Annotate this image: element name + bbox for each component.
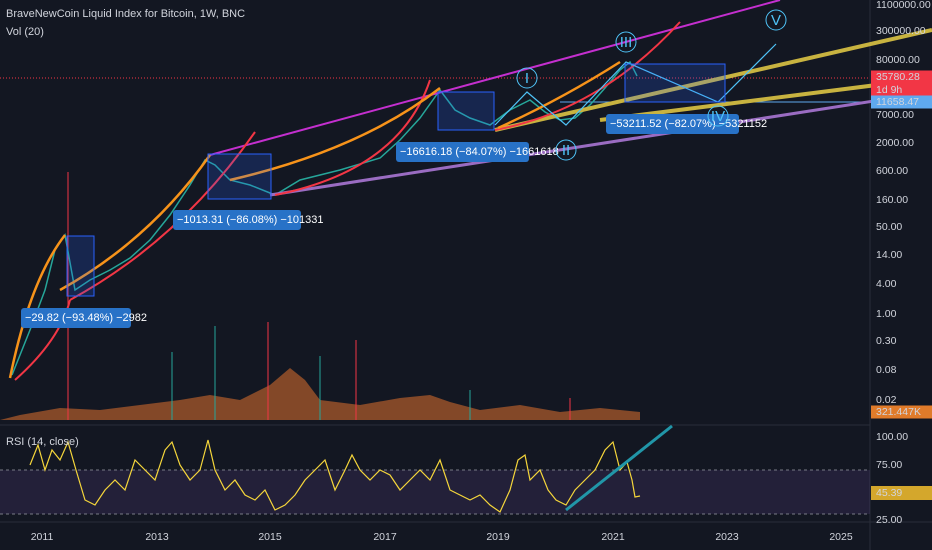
measure-label-text: −1013.31 (−86.08%) −101331 [177,214,324,226]
rsi-tick-label: 25.00 [876,514,902,526]
price-tick-label: 2000.00 [876,137,914,149]
chart-title: BraveNewCoin Liquid Index for Bitcoin, 1… [6,8,245,20]
price-tick-label: 4.00 [876,278,897,290]
price-series [11,60,638,376]
wave-circle [516,67,538,89]
time-tick-label: 2017 [373,531,397,543]
level-badge [871,95,932,109]
price-tick-label: 1.00 [876,308,897,320]
price-badge [871,70,932,84]
rsi-line [29,439,641,513]
price-tick-label: 0.30 [876,335,897,347]
wave-label: III [620,34,633,51]
rsi-tick-label: 100.00 [876,431,908,443]
price-tick-label: 14.00 [876,249,902,261]
countdown-badge [871,83,932,97]
measure-label [396,142,529,162]
volume-badge [871,405,932,419]
wave-circle [707,105,729,127]
price-tick-label: 1100000.00 [876,0,931,11]
wave-circle [555,139,577,161]
curve [14,21,681,381]
wave-label: II [562,142,570,159]
time-tick-label: 2011 [31,531,54,543]
volume-badge-text: 321.447K [876,406,921,418]
drop-boxes [66,63,726,297]
wave-label: V [771,12,781,29]
rsi-badge [871,486,932,500]
volume-label: Vol (20) [6,26,44,38]
countdown-badge-text: 1d 9h [876,84,902,96]
measure-label-text: −29.82 (−93.48%) −2982 [25,312,147,324]
price-tick-label: 0.08 [876,364,897,376]
wave-label: I [525,70,529,87]
measure-label [21,308,131,328]
wave-circle [765,9,787,31]
price-tick-label: 300000.00 [876,25,926,37]
time-tick-label: 2021 [601,531,625,543]
trend-line [209,0,781,156]
trend-line [269,90,932,197]
wave-label: IV [711,108,725,125]
measure-label [606,114,739,134]
volume-area [0,368,640,420]
time-tick-label: 2015 [258,531,282,543]
time-tick-label: 2023 [715,531,739,543]
price-tick-label: 7000.00 [876,109,914,121]
rsi-trend-line [565,424,673,512]
arrow-curve [8,60,621,379]
rsi-band [0,470,870,514]
time-tick-label: 2025 [829,531,853,543]
price-badge-text: 35780.28 [876,71,920,83]
wave-circle [615,31,637,53]
time-tick-label: 2019 [486,531,510,543]
price-tick-label: 80000.00 [876,54,920,66]
measure-label-text: −53211.52 (−82.07%) −5321152 [610,118,767,130]
time-tick-label: 2013 [145,531,169,543]
price-tick-label: 50.00 [876,221,902,233]
trend-line [494,28,932,132]
wave-path [494,43,777,126]
level-badge-text: 11658.47 [876,96,919,108]
price-tick-label: 600.00 [876,165,908,177]
rsi-tick-label: 75.00 [876,459,902,471]
price-tick-label: 160.00 [876,194,908,206]
price-tick-label: 0.02 [876,394,897,406]
rsi-label: RSI (14, close) [6,436,79,448]
rsi-badge-text: 45.39 [876,487,902,499]
measure-label [173,210,301,230]
measure-label-text: −16616.18 (−84.07%) −1661618 [400,146,559,158]
